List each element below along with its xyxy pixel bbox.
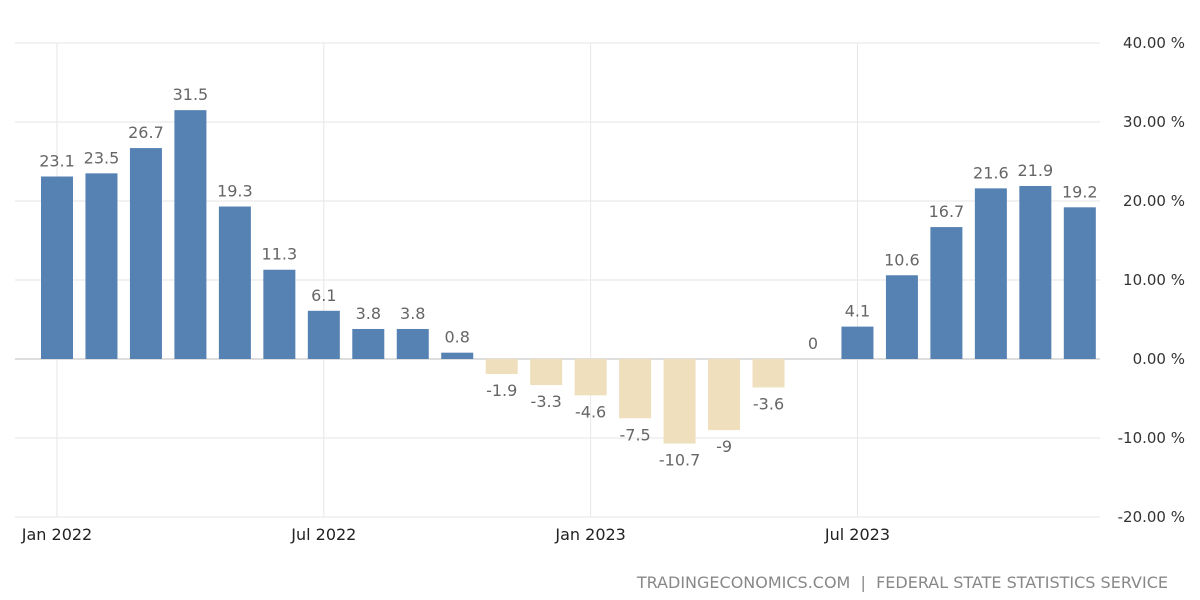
- y-tick-label: 30.00 %: [1123, 113, 1185, 131]
- data-label: -10.7: [659, 451, 700, 470]
- y-tick-label: -20.00 %: [1118, 508, 1185, 526]
- bar: [485, 359, 518, 375]
- bar: [1019, 185, 1052, 359]
- y-tick-label: 0.00 %: [1133, 350, 1185, 368]
- data-label: 31.5: [173, 85, 209, 104]
- data-label: -3.3: [531, 392, 562, 411]
- data-label: 0: [808, 334, 818, 353]
- data-label: 26.7: [128, 123, 164, 142]
- data-label: 3.8: [400, 304, 425, 323]
- bar: [841, 326, 874, 359]
- data-label: 23.5: [84, 148, 120, 167]
- y-tick-label: 40.00 %: [1123, 34, 1185, 52]
- bar: [708, 359, 741, 431]
- bar: [885, 275, 918, 359]
- x-axis: Jan 2022 Jul 2022 Jan 2023 Jul 2023: [21, 525, 890, 544]
- data-label: 10.6: [884, 250, 920, 269]
- bar: [530, 359, 563, 386]
- data-label: 21.6: [973, 163, 1009, 182]
- bar: [396, 328, 429, 359]
- data-labels: 23.1 23.5 26.7 31.5 19.3 11.3 6.1 3.8 3.8 0.8 -1.9…: [39, 85, 1097, 469]
- data-label: 19.2: [1062, 182, 1098, 201]
- y-axis: 40.00 % 30.00 % 20.00 % 10.00 % 0.00 % -10.00…: [1118, 34, 1185, 526]
- bar: [129, 148, 162, 359]
- x-tick-label: Jan 2023: [554, 525, 625, 544]
- bar: [263, 269, 296, 359]
- bar: [352, 328, 385, 359]
- bar: [174, 110, 207, 360]
- bar: [974, 188, 1007, 359]
- source-credit: TRADINGECONOMICS.COM | FEDERAL STATE STA…: [636, 573, 1168, 592]
- bar: [930, 227, 963, 359]
- data-label: -4.6: [575, 402, 606, 421]
- data-label: 4.1: [845, 302, 870, 321]
- data-label: 6.1: [311, 286, 336, 305]
- bar: [619, 359, 652, 419]
- bar: [441, 352, 474, 359]
- data-label: 19.3: [217, 182, 253, 201]
- y-tick-label: -10.00 %: [1118, 429, 1185, 447]
- bar: [574, 359, 607, 396]
- data-label: 16.7: [929, 202, 965, 221]
- x-tick-label: Jan 2022: [21, 525, 92, 544]
- data-label: -3.6: [753, 394, 784, 413]
- data-label: -7.5: [620, 425, 651, 444]
- data-label: -9: [716, 437, 732, 456]
- data-label: 21.9: [1018, 161, 1054, 180]
- x-tick-label: Jul 2022: [290, 525, 356, 544]
- bar: [1063, 207, 1096, 359]
- y-tick-label: 10.00 %: [1123, 271, 1185, 289]
- y-tick-label: 20.00 %: [1123, 192, 1185, 210]
- data-label: 3.8: [356, 304, 381, 323]
- bar: [752, 359, 785, 388]
- data-label: 23.1: [39, 152, 75, 171]
- bar: [218, 206, 251, 359]
- bars: [41, 110, 1096, 444]
- data-label: 11.3: [262, 245, 298, 264]
- bar: [85, 173, 118, 359]
- data-label: 0.8: [445, 328, 470, 347]
- bar: [307, 310, 340, 359]
- x-tick-label: Jul 2023: [824, 525, 890, 544]
- data-label: -1.9: [486, 381, 517, 400]
- bar: [41, 176, 73, 359]
- bar: [663, 359, 696, 444]
